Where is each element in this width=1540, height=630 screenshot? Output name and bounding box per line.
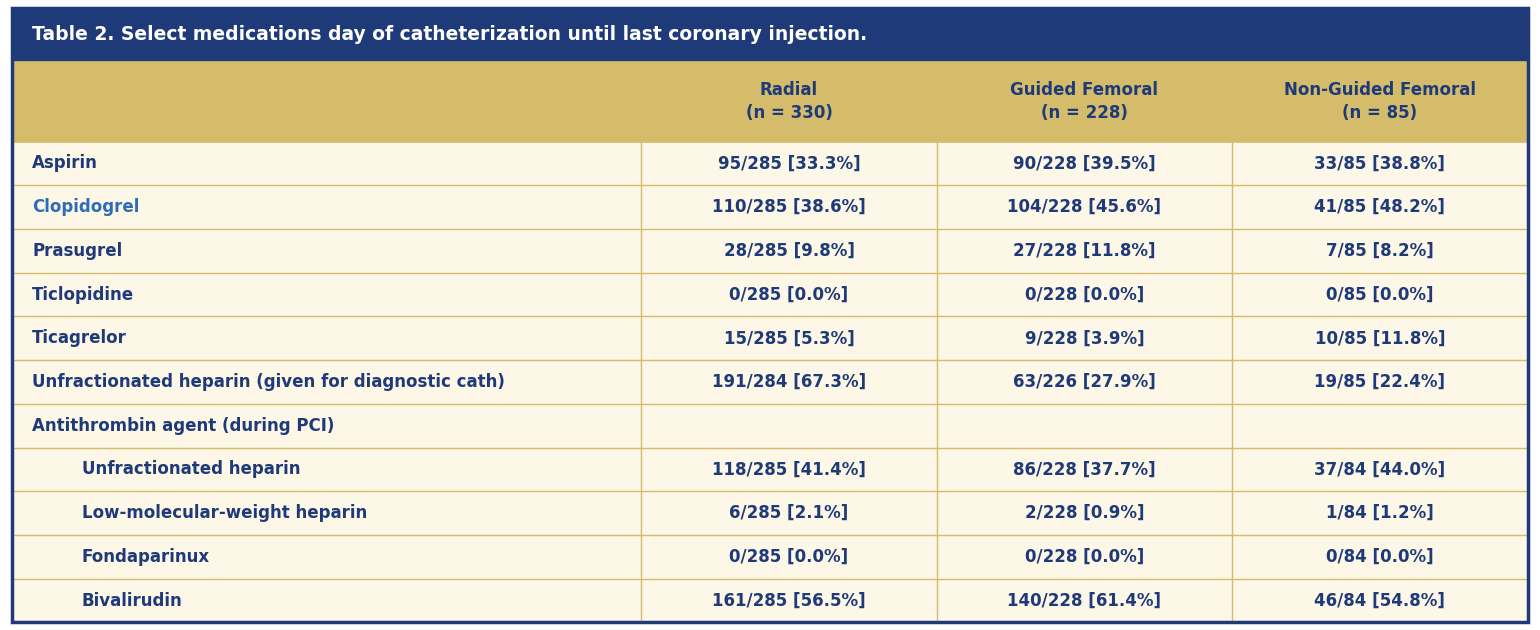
Text: 118/285 [41.4%]: 118/285 [41.4%] [711, 461, 865, 478]
Text: Fondaparinux: Fondaparinux [82, 548, 209, 566]
Text: Ticlopidine: Ticlopidine [32, 285, 134, 304]
Bar [641, 535, 936, 579]
Bar [936, 535, 1232, 579]
Text: 33/85 [38.8%]: 33/85 [38.8%] [1315, 154, 1446, 173]
Bar [1232, 491, 1528, 535]
Text: Antithrombin agent (during PCI): Antithrombin agent (during PCI) [32, 416, 334, 435]
Text: Table 2. Select medications day of catheterization until last coronary injection: Table 2. Select medications day of cathe… [32, 25, 867, 44]
Text: 191/284 [67.3%]: 191/284 [67.3%] [711, 373, 865, 391]
Text: 110/285 [38.6%]: 110/285 [38.6%] [711, 198, 865, 216]
Text: 19/85 [22.4%]: 19/85 [22.4%] [1315, 373, 1446, 391]
Bar [12, 491, 641, 535]
Bar [936, 229, 1232, 273]
Bar [641, 229, 936, 273]
Text: 27/228 [11.8%]: 27/228 [11.8%] [1013, 242, 1155, 260]
Bar [936, 316, 1232, 360]
Text: Aspirin: Aspirin [32, 154, 99, 173]
Bar [936, 142, 1232, 185]
Bar [641, 360, 936, 404]
Text: 0/285 [0.0%]: 0/285 [0.0%] [730, 548, 849, 566]
Text: 9/228 [3.9%]: 9/228 [3.9%] [1024, 329, 1144, 347]
Text: 37/84 [44.0%]: 37/84 [44.0%] [1314, 461, 1446, 478]
Bar [641, 273, 936, 316]
Text: 15/285 [5.3%]: 15/285 [5.3%] [724, 329, 855, 347]
Text: Unfractionated heparin (given for diagnostic cath): Unfractionated heparin (given for diagno… [32, 373, 505, 391]
Bar [1232, 185, 1528, 229]
Bar [936, 579, 1232, 622]
Text: 2/228 [0.9%]: 2/228 [0.9%] [1024, 504, 1144, 522]
Bar [12, 404, 641, 447]
Text: 0/285 [0.0%]: 0/285 [0.0%] [730, 285, 849, 304]
Text: 86/228 [37.7%]: 86/228 [37.7%] [1013, 461, 1155, 478]
Bar [641, 491, 936, 535]
Bar [641, 447, 936, 491]
Bar [1232, 535, 1528, 579]
Bar [641, 316, 936, 360]
Bar [12, 185, 641, 229]
Text: 28/285 [9.8%]: 28/285 [9.8%] [724, 242, 855, 260]
Text: 90/228 [39.5%]: 90/228 [39.5%] [1013, 154, 1155, 173]
Bar [936, 360, 1232, 404]
Text: 0/85 [0.0%]: 0/85 [0.0%] [1326, 285, 1434, 304]
Bar [1232, 447, 1528, 491]
Bar [12, 62, 641, 142]
Bar [936, 273, 1232, 316]
Text: Low-molecular-weight heparin: Low-molecular-weight heparin [82, 504, 367, 522]
Bar [1232, 360, 1528, 404]
Text: 95/285 [33.3%]: 95/285 [33.3%] [718, 154, 861, 173]
Text: Guided Femoral
(n = 228): Guided Femoral (n = 228) [1010, 81, 1158, 122]
Text: Bivalirudin: Bivalirudin [82, 592, 182, 610]
Text: 0/84 [0.0%]: 0/84 [0.0%] [1326, 548, 1434, 566]
Bar [936, 491, 1232, 535]
Bar [12, 316, 641, 360]
Bar [12, 579, 641, 622]
Bar [12, 142, 641, 185]
Text: Radial
(n = 330): Radial (n = 330) [745, 81, 833, 122]
Bar [641, 142, 936, 185]
Bar [936, 404, 1232, 447]
Text: Ticagrelor: Ticagrelor [32, 329, 128, 347]
Bar [641, 404, 936, 447]
Text: 63/226 [27.9%]: 63/226 [27.9%] [1013, 373, 1157, 391]
Bar [12, 229, 641, 273]
Bar [641, 185, 936, 229]
Bar [641, 62, 936, 142]
Text: Clopidogrel: Clopidogrel [32, 198, 140, 216]
Text: 1/84 [1.2%]: 1/84 [1.2%] [1326, 504, 1434, 522]
Bar [1232, 62, 1528, 142]
Bar [1232, 579, 1528, 622]
Bar [1232, 404, 1528, 447]
Bar [936, 62, 1232, 142]
Bar [12, 273, 641, 316]
Text: 10/85 [11.8%]: 10/85 [11.8%] [1315, 329, 1445, 347]
Bar [12, 447, 641, 491]
Bar [1232, 316, 1528, 360]
Bar [12, 360, 641, 404]
Text: Prasugrel: Prasugrel [32, 242, 123, 260]
Text: 140/228 [61.4%]: 140/228 [61.4%] [1007, 592, 1161, 610]
Text: 7/85 [8.2%]: 7/85 [8.2%] [1326, 242, 1434, 260]
Bar [936, 185, 1232, 229]
Text: 161/285 [56.5%]: 161/285 [56.5%] [711, 592, 865, 610]
Text: 104/228 [45.6%]: 104/228 [45.6%] [1007, 198, 1161, 216]
Text: 0/228 [0.0%]: 0/228 [0.0%] [1024, 548, 1144, 566]
Text: 6/285 [2.1%]: 6/285 [2.1%] [730, 504, 849, 522]
Bar [12, 8, 1528, 62]
Text: Non-Guided Femoral
(n = 85): Non-Guided Femoral (n = 85) [1284, 81, 1475, 122]
Bar [1232, 142, 1528, 185]
Text: Unfractionated heparin: Unfractionated heparin [82, 461, 300, 478]
Text: 41/85 [48.2%]: 41/85 [48.2%] [1315, 198, 1446, 216]
Bar [1232, 229, 1528, 273]
Text: 0/228 [0.0%]: 0/228 [0.0%] [1024, 285, 1144, 304]
Text: 46/84 [54.8%]: 46/84 [54.8%] [1315, 592, 1446, 610]
Bar [1232, 273, 1528, 316]
Bar [12, 535, 641, 579]
Bar [936, 447, 1232, 491]
Bar [641, 579, 936, 622]
